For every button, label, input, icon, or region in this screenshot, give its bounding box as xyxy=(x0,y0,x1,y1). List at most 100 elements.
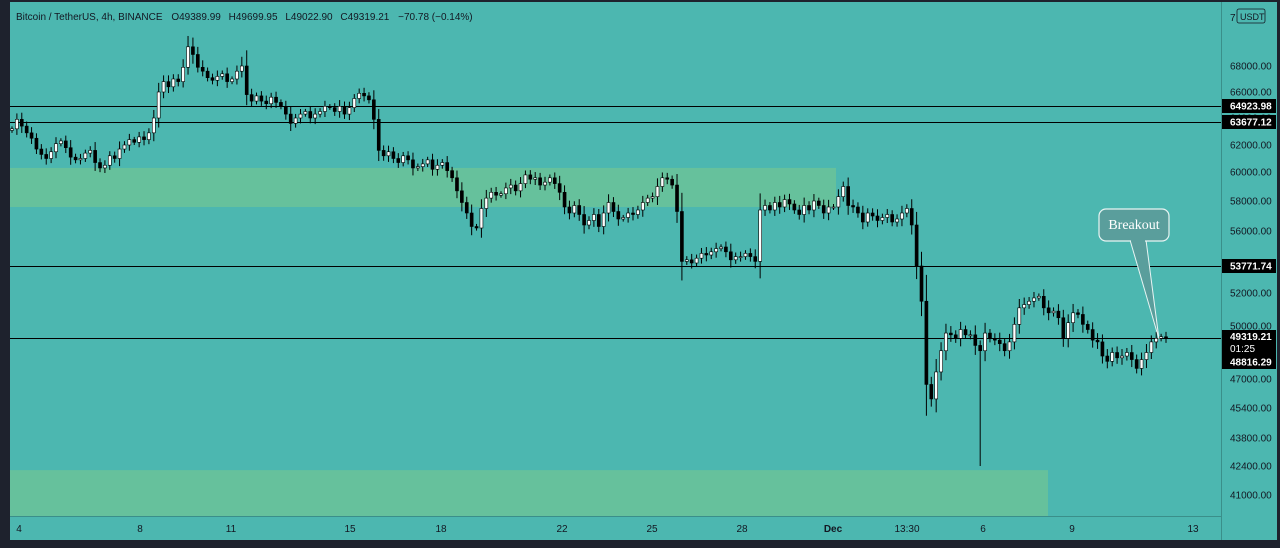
candle-body xyxy=(523,174,528,184)
currency-badge[interactable] xyxy=(1236,8,1266,24)
candle-body xyxy=(596,214,601,227)
candle-body xyxy=(430,159,435,170)
candle-body xyxy=(259,95,264,102)
candle xyxy=(122,141,127,153)
candle xyxy=(826,199,831,221)
currency-badge-label: USDT xyxy=(1240,12,1265,22)
candle xyxy=(997,332,1002,352)
candle-body xyxy=(655,186,660,197)
candle xyxy=(753,249,758,269)
candle-body xyxy=(1110,352,1115,362)
candle-body xyxy=(905,208,909,214)
candle-body xyxy=(73,156,78,161)
candle-body xyxy=(719,246,723,249)
candle-body xyxy=(147,132,151,140)
candle-body xyxy=(733,256,738,261)
candle xyxy=(127,133,132,151)
candle xyxy=(797,204,802,220)
price-tick-label: 60000.00 xyxy=(1230,168,1272,179)
supply-demand-zones xyxy=(10,167,1048,516)
candle-body xyxy=(665,177,670,180)
candle-body xyxy=(650,196,655,199)
candle-body xyxy=(552,177,557,184)
candle xyxy=(988,329,992,343)
candle-body xyxy=(420,163,425,167)
candle-body xyxy=(381,150,386,157)
plot-background[interactable] xyxy=(10,2,1221,516)
candle-body xyxy=(924,300,929,385)
low-value: 49022.90 xyxy=(291,12,333,23)
price-tick-label: 47000.00 xyxy=(1230,375,1272,386)
candle xyxy=(161,75,166,99)
candle xyxy=(29,127,34,144)
candle xyxy=(772,196,777,216)
candle-body xyxy=(958,329,963,339)
candle-body xyxy=(435,164,440,170)
candle xyxy=(944,323,948,361)
price-axis-top-label: 7 xyxy=(1230,13,1236,24)
candle xyxy=(719,244,723,252)
candle-body xyxy=(318,111,322,115)
candle xyxy=(357,88,361,104)
candle-body xyxy=(694,257,699,264)
candle xyxy=(807,201,811,215)
candle xyxy=(543,176,547,191)
candle xyxy=(117,141,122,167)
candle-body xyxy=(841,186,846,197)
candle xyxy=(1037,293,1041,301)
candle-body xyxy=(469,212,474,227)
candle-body xyxy=(1090,329,1095,341)
time-tick-label: 15 xyxy=(344,524,356,535)
candle xyxy=(1095,333,1100,349)
candle xyxy=(596,208,601,233)
candle-body xyxy=(1129,352,1134,360)
candle xyxy=(870,208,875,221)
candle-body xyxy=(93,150,97,163)
candle xyxy=(391,147,396,164)
candle-body xyxy=(494,192,498,196)
candle xyxy=(1090,322,1095,348)
candle-body xyxy=(479,208,484,229)
candle xyxy=(851,199,855,213)
candle xyxy=(1105,349,1110,369)
candle-body xyxy=(631,212,635,215)
candle xyxy=(777,195,782,214)
candle xyxy=(352,94,357,113)
candle-body xyxy=(39,148,44,155)
candle xyxy=(416,163,420,172)
candle-body xyxy=(895,218,899,223)
candle-body xyxy=(142,136,146,140)
candle xyxy=(861,205,865,230)
open-value: 49389.99 xyxy=(179,12,221,23)
candle xyxy=(440,159,445,169)
candle-body xyxy=(406,155,410,161)
candle-body xyxy=(68,147,73,158)
candle-body xyxy=(489,192,494,199)
time-axis[interactable]: 4 8 11 15 18 22 25 28 Dec 13:30 6 9 13 xyxy=(16,524,1199,535)
candle-body xyxy=(890,214,894,223)
candle xyxy=(1081,306,1085,333)
candle-body xyxy=(914,224,919,267)
candle xyxy=(660,172,665,192)
candle-body xyxy=(269,96,273,104)
candle-body xyxy=(670,178,674,186)
candle xyxy=(978,340,983,466)
candle-body xyxy=(562,192,567,208)
candle-body xyxy=(460,190,464,203)
candle xyxy=(684,256,689,265)
candle xyxy=(264,95,269,110)
candle xyxy=(1164,331,1168,343)
candle-body xyxy=(24,125,29,134)
candle xyxy=(1110,347,1115,367)
candle xyxy=(1134,354,1139,374)
candle-body xyxy=(817,200,821,206)
breakout-callout[interactable]: Breakout xyxy=(1098,208,1170,340)
candle-body xyxy=(337,106,342,112)
candle xyxy=(411,152,415,176)
candle-body xyxy=(83,152,88,159)
candle-body xyxy=(288,113,293,124)
time-axis-background[interactable] xyxy=(10,516,1221,540)
level-price-tag-3-label: 53771.74 xyxy=(1230,262,1272,273)
candle xyxy=(582,206,586,234)
